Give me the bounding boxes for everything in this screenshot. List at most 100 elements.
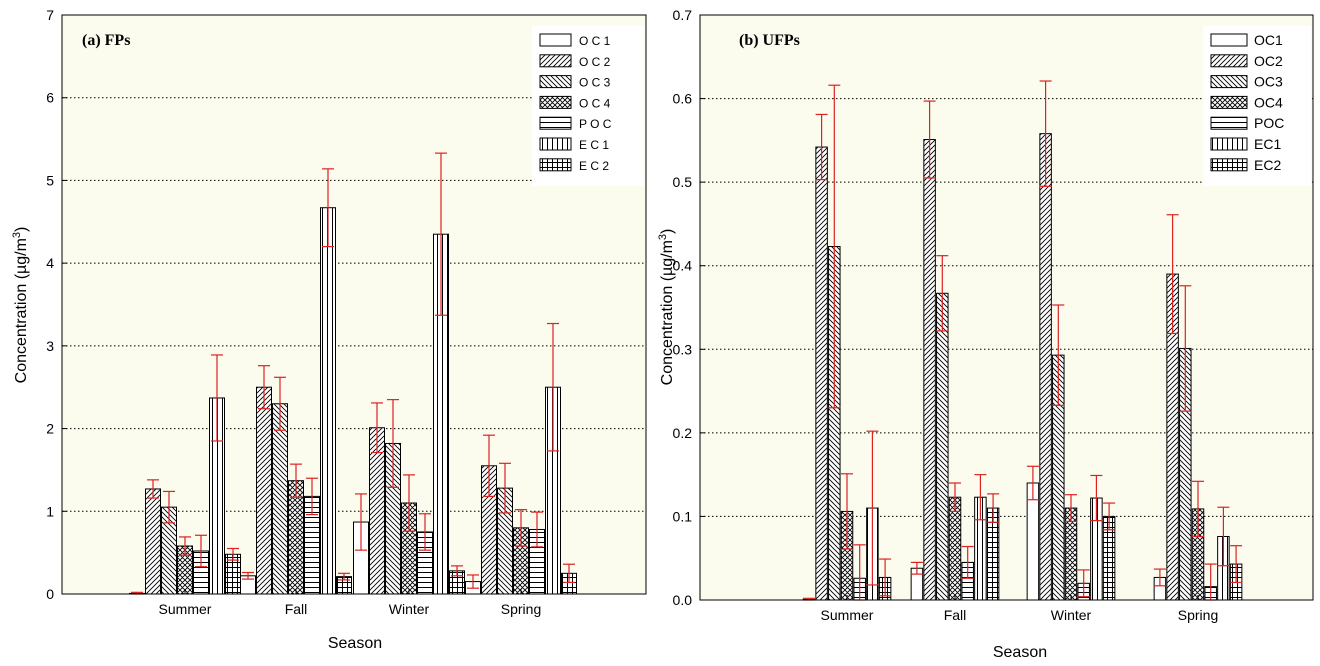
legend-swatch bbox=[1210, 137, 1248, 151]
error-bar bbox=[828, 84, 841, 409]
error-bar bbox=[227, 547, 239, 561]
error-bar bbox=[961, 545, 974, 579]
legend-label: O C 3 bbox=[579, 76, 611, 90]
error-bar bbox=[531, 511, 543, 548]
legend-label: O C 1 bbox=[579, 34, 611, 48]
error-bar bbox=[338, 572, 350, 581]
legend-label: O C 4 bbox=[579, 96, 611, 110]
legend-label: E C 1 bbox=[579, 138, 609, 152]
error-bar bbox=[1052, 304, 1065, 406]
legend-swatch bbox=[1210, 33, 1248, 47]
x-tick-label: Spring bbox=[1178, 607, 1218, 623]
error-bar bbox=[306, 477, 318, 516]
bar-series-group bbox=[802, 80, 1243, 601]
y-axis-label-main: Concentration (µg/m bbox=[13, 238, 30, 383]
y-tick-label: 5 bbox=[46, 172, 54, 188]
y-tick-label: 0.2 bbox=[673, 425, 693, 441]
series-poc bbox=[193, 477, 545, 595]
error-bar bbox=[879, 558, 892, 597]
legend-swatch bbox=[539, 54, 572, 68]
error-bar bbox=[451, 565, 463, 577]
series-ec2 bbox=[225, 547, 577, 595]
bar bbox=[145, 488, 161, 595]
bar bbox=[256, 386, 272, 595]
ufps-chart-panel: 0.0 0.1 0.2 0.3 0.4 0.5 0.6 0.7 Summer Fall Winte… bbox=[657, 7, 1314, 661]
x-axis-ticks: Summer Fall Winter Spring bbox=[159, 589, 541, 617]
legend-label: OC4 bbox=[1254, 94, 1283, 110]
error-bar bbox=[1026, 465, 1039, 501]
y-tick-label: 4 bbox=[46, 255, 54, 271]
error-bar bbox=[1065, 494, 1077, 523]
x-tick-label: Fall bbox=[285, 601, 308, 617]
plot-frame bbox=[699, 14, 1314, 601]
error-bar bbox=[866, 430, 879, 586]
error-bar bbox=[515, 509, 527, 547]
legend-label: POC bbox=[1254, 115, 1284, 131]
error-bar bbox=[949, 482, 961, 513]
error-bar bbox=[1103, 502, 1116, 531]
error-bar bbox=[371, 402, 383, 454]
error-bar bbox=[936, 255, 949, 332]
legend-swatch bbox=[539, 158, 572, 172]
legend-swatch bbox=[539, 33, 572, 47]
x-axis-label: Season bbox=[993, 644, 1047, 661]
error-bar bbox=[1039, 80, 1052, 187]
y-axis-label: Concentration (µg/m3) bbox=[657, 229, 676, 386]
y-tick-label: 0 bbox=[46, 586, 54, 602]
y-axis-label: Concentration (µg/m3) bbox=[11, 227, 30, 384]
x-tick-label: Summer bbox=[821, 607, 874, 623]
error-bar bbox=[1153, 568, 1166, 587]
error-bar bbox=[258, 365, 270, 410]
error-bar bbox=[403, 474, 415, 532]
error-bar bbox=[355, 493, 367, 551]
legend-swatch bbox=[539, 116, 572, 130]
legend-label: O C 2 bbox=[579, 55, 611, 69]
x-axis-ticks: Summer Fall Winter Spring bbox=[821, 595, 1218, 623]
y-axis-label-end: ) bbox=[659, 229, 676, 234]
error-bar bbox=[563, 563, 575, 584]
error-bar bbox=[1090, 474, 1103, 522]
y-tick-label: 1 bbox=[46, 503, 54, 519]
y-axis-label-end: ) bbox=[13, 227, 30, 232]
legend-swatch bbox=[1210, 75, 1248, 89]
series-poc bbox=[853, 544, 1217, 601]
x-tick-label: Summer bbox=[159, 601, 212, 617]
bar bbox=[1039, 133, 1052, 601]
error-bar bbox=[815, 113, 828, 181]
x-tick-label: Fall bbox=[944, 607, 967, 623]
y-tick-label: 0.3 bbox=[673, 341, 693, 357]
legend-swatch bbox=[539, 75, 572, 89]
error-bar bbox=[1077, 569, 1090, 598]
error-bar bbox=[1217, 506, 1230, 567]
error-bar bbox=[1230, 545, 1243, 584]
error-bar bbox=[242, 571, 254, 580]
error-bar bbox=[195, 534, 207, 568]
y-tick-label: 0.1 bbox=[673, 508, 693, 524]
bar bbox=[923, 139, 936, 601]
legend-swatch bbox=[1210, 54, 1248, 68]
series-oc2 bbox=[815, 80, 1179, 601]
legend-swatch bbox=[539, 137, 572, 151]
error-bar bbox=[274, 376, 286, 431]
y-tick-label: 0.4 bbox=[673, 258, 693, 274]
error-bar bbox=[290, 463, 302, 498]
y-axis-ticks: 0.0 0.1 0.2 0.3 0.4 0.5 0.6 0.7 bbox=[673, 7, 705, 608]
x-tick-label: Winter bbox=[389, 601, 430, 617]
y-tick-label: 0.7 bbox=[673, 7, 693, 23]
legend-swatch bbox=[1210, 158, 1248, 172]
y-axis-label-main: Concentration (µg/m bbox=[659, 240, 676, 385]
y-axis-ticks: 0 1 2 3 4 5 6 7 bbox=[46, 7, 67, 602]
panel-title: (a) FPs bbox=[82, 32, 130, 49]
error-bar bbox=[1179, 285, 1192, 412]
legend-label: P O C bbox=[579, 117, 612, 131]
legend: OC1 OC2 OC3 OC4 POC EC1 EC2 bbox=[1203, 26, 1311, 186]
error-bar bbox=[467, 574, 479, 589]
legend-label: E C 2 bbox=[579, 159, 609, 173]
bar-series-group bbox=[129, 152, 577, 595]
legend-swatch bbox=[1210, 116, 1248, 130]
y-tick-label: 0.0 bbox=[673, 592, 693, 608]
error-bar bbox=[483, 434, 495, 497]
error-bar bbox=[923, 100, 936, 179]
